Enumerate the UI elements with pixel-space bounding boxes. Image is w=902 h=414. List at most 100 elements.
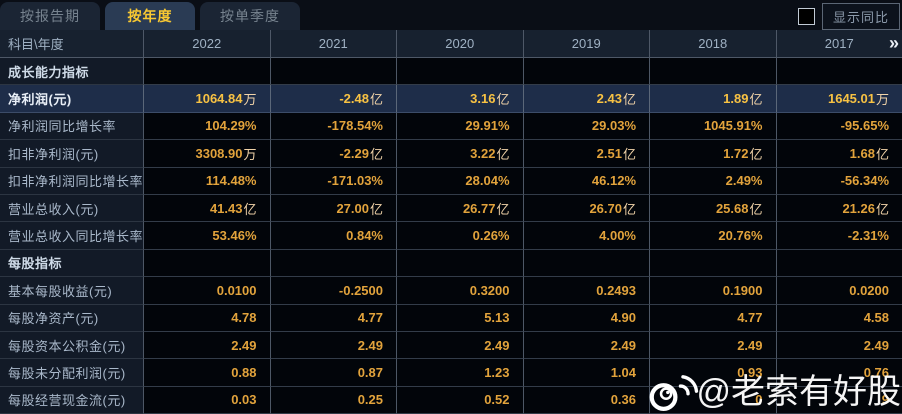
cell-value: 1.72 亿 bbox=[649, 140, 776, 168]
value-unit: 亿 bbox=[875, 146, 889, 162]
cell-value: 0.26% bbox=[396, 222, 523, 250]
header-subject-cell: 科目\年度 bbox=[0, 30, 143, 58]
value-unit: 亿 bbox=[749, 201, 763, 217]
cell-value: 104.29% bbox=[143, 112, 270, 141]
cell-value bbox=[269, 58, 396, 86]
cell-value bbox=[522, 58, 649, 86]
cell-value: 1.23 bbox=[396, 359, 523, 387]
tab-report-period[interactable]: 按报告期 bbox=[0, 2, 100, 30]
tab-annual[interactable]: 按年度 bbox=[105, 2, 195, 30]
table-row[interactable]: 扣非净利润(元) 3308.90 万 -2.29 亿 3.22 亿 2.51 亿 1.72 亿 1.6… bbox=[0, 140, 902, 168]
cell-value: 0 bbox=[649, 386, 776, 414]
show-yoy-checkbox[interactable] bbox=[797, 8, 815, 25]
table-row[interactable]: 每股经营现金流(元) 0.03 0.25 0.52 0.36 0 9 bbox=[0, 386, 902, 414]
cell-value: 26.70 亿 bbox=[522, 194, 649, 223]
cell-value: 4.78 bbox=[143, 304, 270, 332]
table-row[interactable]: 营业总收入(元) 41.43 亿 27.00 亿 26.77 亿 26.70 亿 25.68 亿 21… bbox=[0, 194, 902, 223]
cell-value: 4.77 bbox=[269, 304, 396, 332]
section-row[interactable]: 成长能力指标 bbox=[0, 58, 902, 86]
cell-value: 2.43 亿 bbox=[522, 85, 649, 113]
header-years: » 2022 2021 2020 2019 2018 2017 bbox=[143, 30, 902, 58]
header-year-cell: 2017 bbox=[775, 30, 902, 58]
cell-value: -2.48 亿 bbox=[269, 85, 396, 113]
table-row[interactable]: 每股未分配利润(元) 0.88 0.87 1.23 1.04 0.93 0.76 bbox=[0, 359, 902, 387]
value-unit: 亿 bbox=[622, 146, 636, 162]
cell-value: 3.16 亿 bbox=[396, 85, 523, 113]
cell-value: 3.22 亿 bbox=[396, 140, 523, 168]
cell-value: 0.76 bbox=[775, 359, 902, 387]
tab-single-quarter[interactable]: 按单季度 bbox=[200, 2, 300, 30]
cell-value: 41.43 亿 bbox=[143, 194, 270, 223]
table-row[interactable]: 每股资本公积金(元) 2.49 2.49 2.49 2.49 2.49 2.49 bbox=[0, 331, 902, 360]
cell-value: 53.46% bbox=[143, 222, 270, 250]
row-label: 净利润同比增长率 bbox=[0, 112, 143, 141]
cell-value: 2.49% bbox=[649, 167, 776, 195]
cell-value: 1.89 亿 bbox=[649, 85, 776, 113]
value-unit: 亿 bbox=[875, 201, 889, 217]
cell-value: 0.87 bbox=[269, 359, 396, 387]
value-unit: 亿 bbox=[496, 92, 510, 108]
table-row[interactable]: 营业总收入同比增长率 53.46% 0.84% 0.26% 4.00% 20.76% -2.… bbox=[0, 222, 902, 250]
cell-value bbox=[775, 249, 902, 278]
value-unit: 亿 bbox=[496, 146, 510, 162]
row-label: 每股净资产(元) bbox=[0, 304, 143, 332]
cell-value: 2.51 亿 bbox=[522, 140, 649, 168]
cell-value: 46.12% bbox=[522, 167, 649, 195]
cell-value bbox=[775, 58, 902, 86]
cell-value: 2.49 bbox=[775, 331, 902, 360]
table-row[interactable]: 净利润(元) 1064.84 万 -2.48 亿 3.16 亿 2.43 亿 1.89 亿 1645.… bbox=[0, 85, 902, 113]
cell-value: 4.77 bbox=[649, 304, 776, 332]
value-unit: 亿 bbox=[749, 146, 763, 162]
value-unit: 亿 bbox=[369, 201, 383, 217]
cell-value: 1645.01 万 bbox=[775, 85, 902, 113]
cell-value: 26.77 亿 bbox=[396, 194, 523, 223]
table-row[interactable]: 基本每股收益(元) 0.0100 -0.2500 0.3200 0.2493 0.1900… bbox=[0, 277, 902, 305]
cell-value: -2.31% bbox=[775, 222, 902, 250]
row-label: 扣非净利润(元) bbox=[0, 140, 143, 168]
table-header-row: 科目\年度 » 2022 2021 2020 2019 2018 2017 bbox=[0, 30, 902, 58]
cell-value: -0.2500 bbox=[269, 277, 396, 305]
value-unit: 万 bbox=[243, 146, 257, 162]
cell-value: 29.91% bbox=[396, 112, 523, 141]
cell-value: -56.34% bbox=[775, 167, 902, 195]
value-unit: 万 bbox=[875, 92, 889, 108]
more-years-icon[interactable]: » bbox=[888, 33, 899, 53]
cell-value bbox=[396, 58, 523, 86]
cell-value: 3308.90 万 bbox=[143, 140, 270, 168]
value-unit: 亿 bbox=[369, 146, 383, 162]
value-unit: 亿 bbox=[749, 92, 763, 108]
cell-value: 2.49 bbox=[269, 331, 396, 360]
cell-value: 27.00 亿 bbox=[269, 194, 396, 223]
cell-value: 4.90 bbox=[522, 304, 649, 332]
header-year-cell: 2018 bbox=[649, 30, 776, 58]
table-row[interactable]: 扣非净利润同比增长率 114.48% -171.03% 28.04% 46.12% 2.4… bbox=[0, 167, 902, 195]
cell-value: 9 bbox=[775, 386, 902, 414]
cell-value: 20.76% bbox=[649, 222, 776, 250]
cell-value: 0.03 bbox=[143, 386, 270, 414]
table-body: 成长能力指标 净利润(元) 1064.84 万 -2.48 亿 3.16 亿 2.43 亿 1.89… bbox=[0, 58, 902, 414]
table-row[interactable]: 每股净资产(元) 4.78 4.77 5.13 4.90 4.77 4.58 bbox=[0, 304, 902, 332]
cell-value: 0.88 bbox=[143, 359, 270, 387]
show-yoy-button[interactable]: 显示同比 bbox=[821, 3, 900, 30]
value-unit: 亿 bbox=[496, 201, 510, 217]
row-label: 每股经营现金流(元) bbox=[0, 386, 143, 414]
row-label: 营业总收入(元) bbox=[0, 194, 143, 223]
table-row[interactable]: 净利润同比增长率 104.29% -178.54% 29.91% 29.03% 1045.… bbox=[0, 112, 902, 141]
cell-value: 114.48% bbox=[143, 167, 270, 195]
cell-value: 1045.91% bbox=[649, 112, 776, 141]
cell-value: 0.84% bbox=[269, 222, 396, 250]
cell-value bbox=[649, 58, 776, 86]
value-unit: 亿 bbox=[243, 201, 257, 217]
cell-value: 0.25 bbox=[269, 386, 396, 414]
cell-value: 21.26 亿 bbox=[775, 194, 902, 223]
cell-value: 2.49 bbox=[649, 331, 776, 360]
cell-value: 0.1900 bbox=[649, 277, 776, 305]
section-row[interactable]: 每股指标 bbox=[0, 249, 902, 278]
header-year-cell: 2020 bbox=[396, 30, 523, 58]
cell-value: 2.49 bbox=[396, 331, 523, 360]
cell-value: 0.93 bbox=[649, 359, 776, 387]
row-label: 营业总收入同比增长率 bbox=[0, 222, 143, 250]
cell-value bbox=[396, 249, 523, 278]
value-unit: 万 bbox=[243, 92, 257, 108]
